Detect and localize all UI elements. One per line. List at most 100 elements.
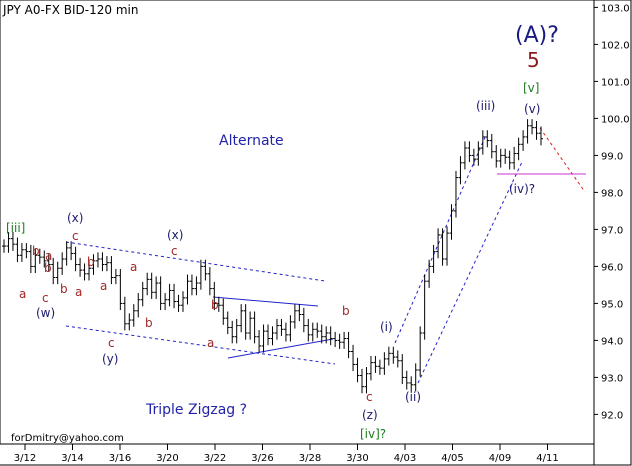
price-bar: [409, 376, 414, 392]
annotation-b6: b: [211, 298, 219, 312]
price-bar: [279, 318, 284, 336]
price-bar: [46, 254, 51, 272]
price-bar: [480, 130, 485, 155]
price-bar: [503, 148, 508, 164]
annotation-z: (z): [362, 408, 378, 422]
x-tick-label: 3/28: [299, 453, 321, 464]
x-axis: 3/12 3/14 3/16 3/20 3/22 3/26 3/28 3/30 4/03 4/05…: [14, 444, 559, 464]
triangle-upper-line: [212, 296, 319, 307]
price-bar: [198, 259, 203, 290]
price-bar: [243, 304, 248, 340]
price-bar: [436, 228, 441, 259]
price-bar: [283, 322, 288, 342]
price-bar: [95, 252, 100, 268]
annotation-iv-paren: (iv)?: [509, 182, 535, 196]
watermark: forDmitry@yahoo.com: [11, 433, 124, 444]
y-tick-label: 93.0: [601, 373, 623, 384]
annotation-a1: a: [19, 287, 26, 301]
price-bar: [167, 283, 172, 307]
annotation-b2: b: [44, 261, 52, 275]
price-bar: [471, 148, 476, 166]
annotation-a6: a: [207, 336, 214, 350]
price-bar: [154, 276, 159, 299]
price-bar: [324, 326, 329, 344]
price-bar: [239, 304, 244, 333]
price-bar: [257, 330, 262, 353]
annotation-x1: (x): [67, 211, 83, 225]
price-bar: [149, 272, 154, 299]
price-bar: [328, 326, 333, 346]
price-bar: [127, 313, 132, 331]
y-tick-label: 95.0: [601, 299, 623, 310]
price-bar: [274, 318, 279, 340]
price-bar: [498, 148, 503, 168]
annotation-v-bracket: [v]: [523, 81, 539, 95]
annotation-v-paren: (v): [524, 102, 540, 116]
x-tick-label: 4/03: [394, 453, 416, 464]
annotation-iii-bracket: [iii]: [6, 221, 25, 235]
price-bar: [395, 350, 400, 368]
annotation-i: (i): [380, 320, 393, 334]
price-bar: [28, 244, 33, 274]
price-bar: [145, 272, 150, 296]
annotation-y: (y): [102, 352, 118, 366]
y-axis: 92.0 93.0 94.0 95.0 96.0 97.0 98.0 99.0 100.0 101…: [594, 3, 630, 421]
price-bar: [270, 326, 275, 346]
price-bar: [55, 261, 60, 285]
price-bars: [2, 119, 543, 394]
y-tick-label: 103.0: [601, 3, 630, 14]
price-bar: [445, 226, 450, 266]
price-bar: [377, 359, 382, 375]
annotation-iv-bracket: [iv]?: [360, 427, 386, 441]
y-tick-label: 100.0: [601, 114, 630, 125]
price-bar: [15, 237, 20, 262]
annotation-c-x2: c: [171, 244, 178, 258]
x-tick-label: 3/12: [14, 453, 36, 464]
price-bar: [163, 293, 168, 311]
price-bar: [207, 267, 212, 296]
price-bar: [64, 241, 69, 266]
price-bar: [485, 130, 490, 148]
price-bar: [203, 259, 208, 281]
price-bar: [306, 318, 311, 342]
annotation-c-w: c: [42, 291, 49, 305]
price-bar: [431, 244, 436, 274]
price-bar: [2, 239, 6, 253]
price-bar: [458, 156, 463, 185]
y-tick-label: 99.0: [601, 151, 623, 162]
annotation-b3: b: [60, 282, 68, 296]
x-tick-label: 3/14: [61, 453, 83, 464]
price-bar: [297, 304, 302, 322]
price-bar: [181, 291, 185, 312]
price-bar: [172, 283, 177, 309]
annotation-a4: a: [100, 279, 107, 293]
price-bar: [467, 141, 472, 163]
price-bar: [33, 248, 38, 274]
annotation-wave-a: (A)?: [515, 23, 559, 48]
price-bar: [140, 281, 145, 307]
price-bar: [539, 126, 543, 146]
price-bar: [230, 320, 235, 344]
price-bar: [51, 257, 56, 285]
y-tick-label: 102.0: [601, 40, 630, 51]
y-tick-label: 96.0: [601, 262, 623, 273]
annotation-iii-paren: (iii): [476, 99, 495, 113]
x-tick-label: 4/05: [441, 453, 463, 464]
y-tick-label: 94.0: [601, 336, 623, 347]
price-bar: [82, 263, 87, 281]
price-bar: [512, 146, 517, 170]
x-tick-label: 3/26: [251, 453, 273, 464]
price-bar: [234, 318, 239, 344]
price-bar: [37, 248, 42, 264]
annotation-wave-5: 5: [527, 48, 540, 72]
price-bar: [319, 324, 324, 344]
price-bar: [24, 243, 29, 259]
price-bar: [118, 268, 123, 311]
price-bar: [422, 274, 427, 340]
price-bar: [288, 315, 293, 342]
y-tick-label: 97.0: [601, 225, 623, 236]
price-bar: [216, 296, 221, 312]
x-tick-label: 4/09: [489, 453, 511, 464]
